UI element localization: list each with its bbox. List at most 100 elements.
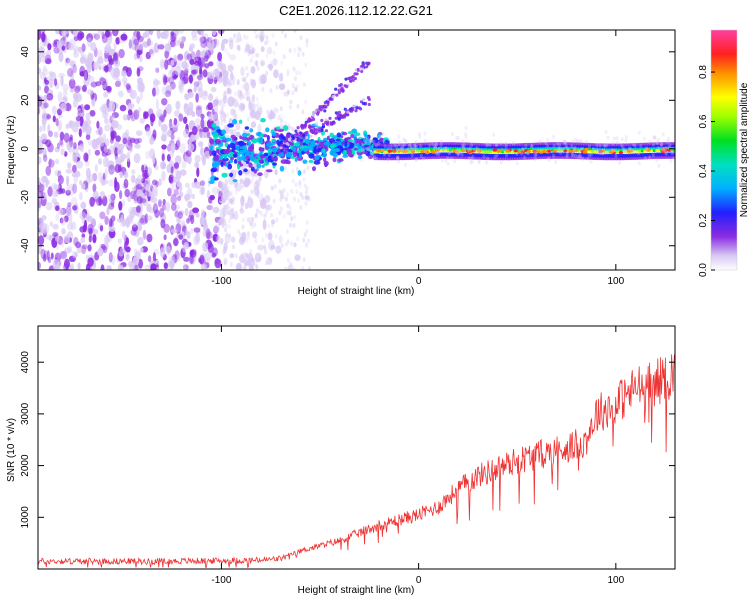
- heatmap-cell: [293, 267, 297, 270]
- heatmap-cell: [246, 116, 250, 122]
- heatmap-cell: [351, 149, 356, 153]
- heatmap-cell: [108, 100, 116, 112]
- heatmap-cell: [170, 166, 174, 175]
- heatmap-cell: [664, 151, 668, 156]
- heatmap-cell: [297, 198, 301, 204]
- heatmap-cell: [292, 66, 296, 72]
- heatmap-cell: [59, 217, 64, 224]
- heatmap-cell: [202, 69, 208, 78]
- heatmap-cell: [227, 64, 234, 72]
- heatmap-cell: [305, 220, 309, 226]
- heatmap-cell: [289, 222, 293, 228]
- heatmap-cell: [264, 260, 268, 266]
- heatmap-cell: [276, 126, 281, 130]
- heatmap-cell: [246, 96, 251, 102]
- heatmap-cell: [526, 151, 530, 156]
- heatmap-cell: [139, 91, 144, 101]
- heatmap-cell: [285, 191, 289, 197]
- heatmap-cell: [184, 207, 189, 217]
- heatmap-cell: [49, 78, 53, 88]
- heatmap-cell: [170, 193, 177, 205]
- heatmap-cell: [168, 69, 175, 77]
- heatmap-cell: [311, 111, 316, 115]
- heatmap-cell: [261, 86, 265, 92]
- heatmap-cell: [183, 116, 188, 125]
- heatmap-cell: [284, 165, 288, 171]
- heatmap-cell: [306, 196, 310, 201]
- heatmap-cell: [183, 264, 189, 270]
- heatmap-cell: [267, 113, 272, 119]
- y-tick-label: 4000: [20, 351, 31, 374]
- heatmap-cell: [360, 141, 365, 145]
- heatmap-cell: [304, 189, 308, 195]
- heatmap-cell: [382, 152, 386, 157]
- heatmap-cell: [84, 160, 90, 167]
- heatmap-cell: [229, 198, 234, 204]
- heatmap-cell: [515, 161, 519, 166]
- heatmap-cell: [82, 84, 87, 92]
- heatmap-cell: [262, 219, 267, 230]
- heatmap-cell: [266, 169, 273, 173]
- heatmap-cell: [280, 118, 284, 124]
- heatmap-cell: [236, 32, 242, 43]
- heatmap-cell: [104, 124, 111, 132]
- heatmap-cell: [467, 156, 471, 161]
- heatmap-cell: [63, 234, 70, 244]
- heatmap-cell: [214, 138, 222, 145]
- heatmap-cell: [238, 119, 243, 124]
- heatmap-cell: [601, 151, 605, 156]
- heatmap-cell: [243, 265, 247, 270]
- heatmap-cell: [271, 33, 275, 38]
- heatmap-cell: [304, 194, 308, 200]
- heatmap-cell: [272, 198, 276, 204]
- heatmap-cell: [185, 182, 190, 188]
- heatmap-cell: [232, 118, 238, 125]
- heatmap-cell: [161, 204, 167, 211]
- heatmap-cell: [79, 211, 86, 221]
- heatmap-cell: [54, 236, 60, 242]
- heatmap-cell: [229, 172, 234, 178]
- heatmap-cell: [123, 178, 129, 189]
- heatmap-cell: [241, 224, 245, 230]
- heatmap-cell: [303, 168, 307, 174]
- heatmap-cell: [275, 217, 279, 223]
- heatmap-cell: [188, 74, 193, 84]
- heatmap-cell: [211, 252, 216, 258]
- heatmap-cell: [242, 76, 247, 83]
- heatmap-cell: [353, 72, 357, 76]
- heatmap-cell: [286, 210, 290, 216]
- heatmap-cell: [108, 164, 115, 175]
- heatmap-cell: [200, 215, 205, 225]
- heatmap-cell: [85, 112, 91, 121]
- heatmap-cell: [170, 142, 176, 154]
- heatmap-cell: [477, 158, 481, 163]
- heatmap-cell: [656, 146, 660, 150]
- heatmap-cell: [239, 254, 246, 264]
- heatmap-cell: [189, 227, 194, 235]
- heatmap-cell: [240, 103, 246, 111]
- heatmap-cell: [223, 113, 227, 119]
- heatmap-cell: [345, 113, 349, 117]
- heatmap-cell: [240, 66, 245, 77]
- heatmap-cell: [65, 123, 70, 130]
- colorbar-tick-label: 0.8: [698, 65, 709, 79]
- heatmap-cell: [305, 195, 308, 201]
- heatmap-cell: [101, 32, 105, 40]
- heatmap-cell: [304, 201, 308, 207]
- heatmap-cell: [291, 83, 295, 89]
- heatmap-cell: [54, 78, 58, 87]
- heatmap-cell: [245, 73, 249, 78]
- heatmap-cell: [351, 78, 355, 82]
- heatmap-cell: [296, 129, 300, 133]
- heatmap-cell: [288, 210, 292, 216]
- heatmap-cell: [210, 86, 217, 93]
- heatmap-cell: [126, 151, 131, 162]
- heatmap-cell: [72, 98, 79, 108]
- colorbar-tick-label: 0.6: [698, 114, 709, 128]
- heatmap-cell: [136, 196, 143, 204]
- heatmap-cell: [68, 255, 76, 262]
- heatmap-cell: [67, 68, 74, 77]
- heatmap-cell: [279, 196, 283, 202]
- heatmap-cell: [637, 161, 641, 166]
- heatmap-cell: [132, 39, 139, 45]
